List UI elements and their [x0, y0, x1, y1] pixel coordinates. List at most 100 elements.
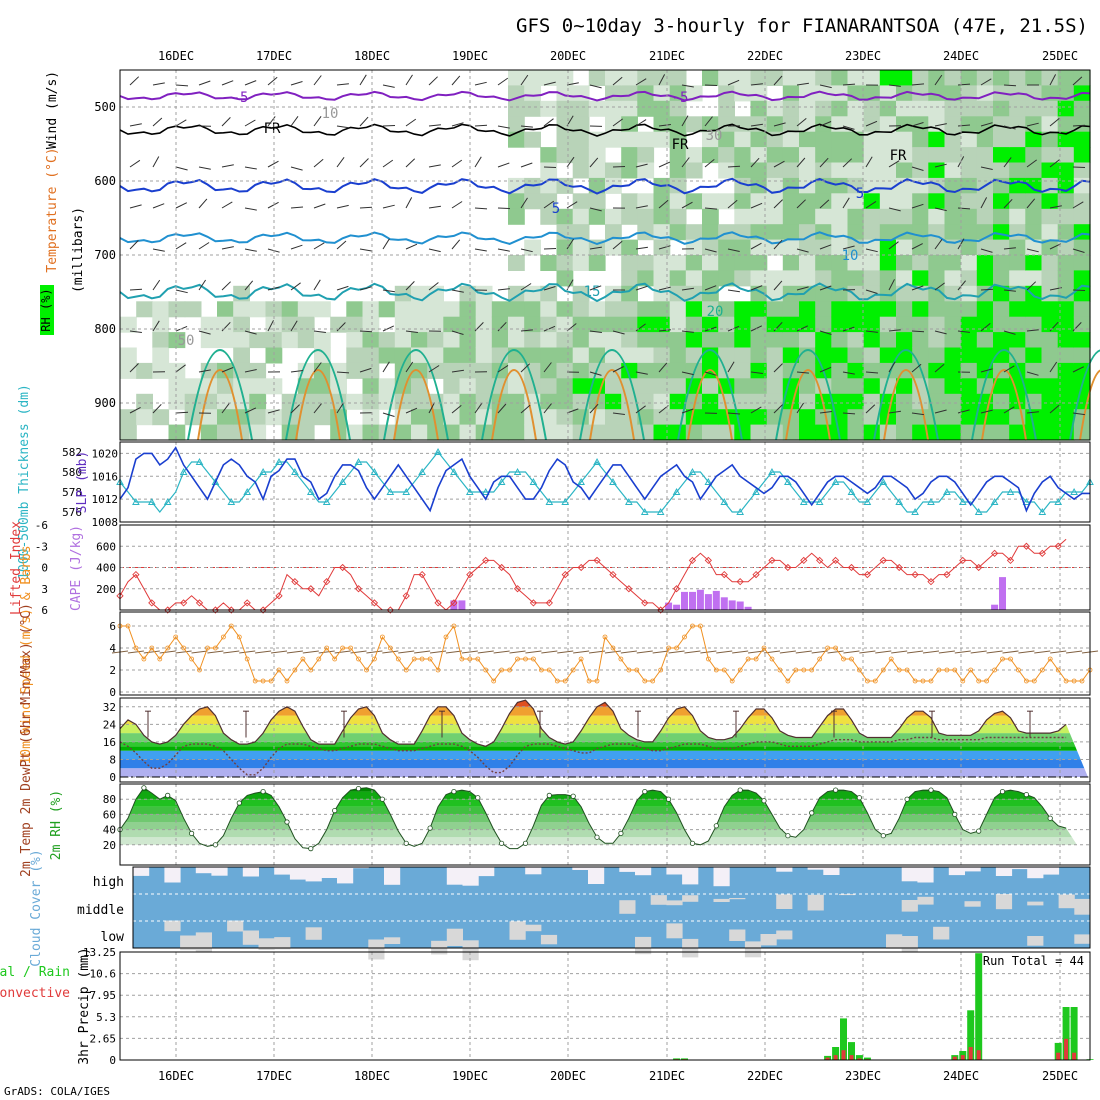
rh-cell [459, 316, 477, 333]
precip-convective-bar [1056, 1052, 1061, 1060]
rh-cell [605, 378, 622, 395]
wind-barb [290, 116, 299, 127]
rh-cell [556, 362, 574, 379]
wind-barb-10m [382, 650, 399, 654]
rh-cell [944, 424, 962, 441]
wind-barb [520, 329, 533, 332]
wind-barb [819, 121, 832, 127]
thickness-axis-label: 1000-500mb Thickness (dm) [17, 384, 32, 580]
cape-bar [720, 597, 728, 611]
cloud-gap-low [760, 934, 777, 946]
rh-cell [588, 316, 606, 333]
wind-barb [773, 321, 783, 332]
wind-barb [359, 206, 373, 209]
rh-cell [653, 347, 671, 364]
rh-cell [621, 147, 638, 164]
wind-barb [796, 325, 809, 332]
rh-cell [896, 285, 913, 302]
wind-barb-10m [875, 650, 892, 654]
wind-barb [382, 361, 390, 373]
lifted-index-point [307, 585, 315, 593]
wind-speed-point [491, 678, 497, 684]
cape-bar [744, 606, 752, 610]
rh-cell [1041, 255, 1059, 271]
wind-barb [359, 248, 372, 252]
day-label-top: 25DEC [1042, 49, 1078, 63]
rh-cell [621, 162, 638, 179]
lifted-index-point [1038, 549, 1046, 557]
precip-total-bar [1062, 1007, 1070, 1060]
thickness-point [863, 497, 872, 505]
rh-cell [524, 131, 541, 148]
cape-tick: 400 [96, 562, 116, 575]
rh-cell [1041, 147, 1059, 164]
wind-barb [382, 159, 394, 168]
wind-barb [589, 157, 599, 168]
wind-barb [819, 285, 832, 291]
cape-bar [728, 600, 736, 610]
wind-barb [980, 409, 993, 414]
wind-speed-point [1000, 656, 1005, 662]
rh-cell [653, 378, 671, 395]
lifted-index-point [704, 556, 712, 565]
rh-cell [912, 255, 929, 271]
rh-cell [540, 100, 558, 117]
wind-barb [612, 76, 623, 86]
rh-cell [847, 362, 865, 379]
wind-barb [750, 202, 763, 209]
wind-barb [773, 75, 783, 86]
rh-cell [993, 162, 1010, 179]
rh-cell [443, 378, 461, 395]
wind-speed-point [666, 645, 671, 651]
rh-cell [750, 255, 768, 271]
thickness-point [784, 477, 792, 485]
rh-cell [863, 224, 881, 241]
rh-cell [718, 147, 735, 164]
rh-cell [1057, 239, 1075, 256]
wind-barb-10m [795, 650, 812, 654]
rh-cell [750, 147, 768, 164]
wind-barb [1049, 321, 1059, 332]
rh-cell [281, 316, 299, 333]
wind-barb [382, 125, 396, 127]
wind-barb [796, 286, 809, 291]
wind-barb [520, 248, 533, 253]
rh-cell [944, 177, 962, 194]
rh-cell [540, 208, 558, 225]
lifted-index-point [863, 570, 872, 579]
rh-cell [976, 347, 994, 364]
wind-barb-10m [938, 650, 955, 654]
rh-cell [653, 116, 671, 133]
cloud-gap-low [1074, 934, 1091, 944]
wind-barb [474, 207, 488, 210]
lifted-index-point [148, 599, 156, 607]
wind-barb [750, 242, 762, 250]
rh-cell [815, 224, 832, 241]
thickness-tick: 582 [62, 446, 82, 459]
rh-cell [508, 332, 525, 349]
rh-cell [831, 193, 849, 210]
rh-cell [653, 193, 671, 210]
rh-cell [928, 100, 946, 117]
day-label-bottom: 25DEC [1042, 1069, 1078, 1083]
rh-cell [1041, 332, 1059, 349]
thickness-point [768, 467, 776, 475]
wind-barb [589, 285, 602, 291]
wind-barb [888, 361, 896, 373]
lifted-index-point [784, 563, 792, 572]
wind-speed-point [737, 667, 743, 673]
pressure-tick: 600 [94, 174, 116, 188]
wind-barb [658, 161, 671, 168]
contour-label: -5 [672, 90, 689, 106]
wind-barb [727, 165, 741, 168]
wind-barb [382, 238, 390, 250]
rh-cell [734, 239, 752, 256]
wind-barb [520, 125, 533, 128]
thickness-point [688, 467, 697, 475]
cloud-gap-high [478, 867, 495, 877]
slp-tick: 1012 [92, 493, 119, 506]
wind-barb [405, 197, 413, 209]
rh-cell [799, 100, 816, 117]
